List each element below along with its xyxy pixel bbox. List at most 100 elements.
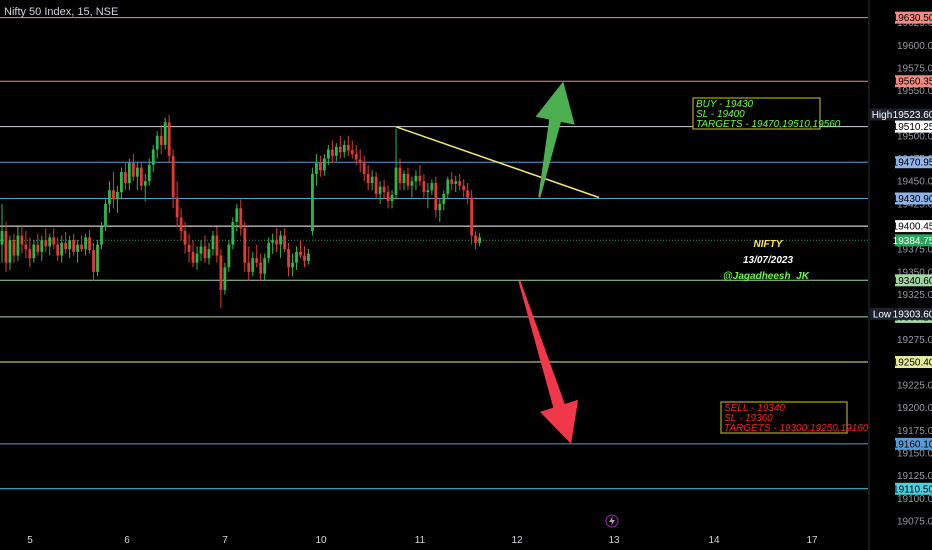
- level-price-label: 19110.50: [893, 484, 932, 495]
- annotation-title: NIFTY: [754, 239, 784, 250]
- candle-body: [434, 183, 438, 211]
- symbol-header: Nifty 50 Index, 15, NSE: [4, 6, 119, 18]
- candle-body: [346, 144, 350, 151]
- candle-body: [227, 244, 231, 268]
- candle-body: [155, 135, 159, 150]
- y-tick-label: 19575.00: [897, 63, 932, 74]
- candle-body: [96, 244, 99, 272]
- candle-body: [44, 240, 48, 247]
- low-price-box[interactable]: [895, 307, 932, 320]
- candle-body: [143, 181, 147, 186]
- y-tick-label: 19200.00: [897, 403, 932, 414]
- candle-body: [291, 262, 294, 268]
- level-price-box[interactable]: [895, 156, 932, 169]
- low-tag-label: Low: [873, 309, 892, 320]
- level-price-label: 19400.45: [893, 222, 932, 233]
- level-price-box[interactable]: [895, 482, 932, 495]
- time-axis[interactable]: 5 6 7 10 11 12 13 14 17: [27, 535, 818, 546]
- x-tick-label: 5: [27, 535, 33, 546]
- candle-body: [92, 250, 95, 272]
- high-tag-label: High: [872, 110, 893, 121]
- candle-body: [466, 190, 470, 198]
- candle-body: [474, 235, 478, 243]
- candle-body: [151, 149, 155, 165]
- level-price-box[interactable]: [895, 75, 932, 88]
- candle-body: [175, 197, 179, 218]
- candle-body: [271, 240, 275, 243]
- high-price-box[interactable]: [895, 108, 932, 121]
- level-price-label: 19340.60: [893, 276, 932, 287]
- flash-icon[interactable]: [605, 514, 619, 528]
- candle-body: [76, 244, 80, 252]
- x-tick-label: 13: [608, 535, 620, 546]
- candle-body: [462, 185, 466, 191]
- candle-body: [382, 186, 386, 193]
- candle-body: [163, 122, 167, 145]
- candles: [0, 115, 481, 309]
- candle-body: [307, 253, 310, 261]
- candle-body: [187, 244, 191, 252]
- level-price-box[interactable]: [895, 120, 932, 133]
- sell-arrow: [518, 280, 579, 444]
- price-axis[interactable]: 19075.00 19100.00 19125.00 19150.00 19175.00…: [868, 0, 932, 550]
- candle-body: [72, 240, 76, 252]
- candle-body: [326, 149, 330, 159]
- candle-body: [139, 167, 143, 186]
- current-price-box[interactable]: [895, 234, 932, 247]
- level-price-box[interactable]: [895, 356, 932, 369]
- candle-body: [426, 190, 430, 193]
- candle-body: [48, 237, 52, 247]
- level-price-label: 19510.25: [893, 122, 932, 133]
- buy-box-line: TARGETS - 19470,19510,19560: [696, 119, 841, 130]
- x-tick-label: 12: [511, 535, 523, 546]
- candle-body: [112, 190, 115, 200]
- candle-body: [231, 221, 235, 245]
- candle-body: [338, 146, 342, 153]
- level-price-box[interactable]: [895, 192, 932, 205]
- candle-body: [16, 235, 20, 256]
- candle-body: [108, 190, 111, 204]
- candle-body: [454, 181, 458, 184]
- candle-body: [12, 240, 16, 256]
- level-price-box[interactable]: [895, 437, 932, 450]
- candle-body: [52, 237, 56, 245]
- horizontal-levels: [0, 17, 868, 490]
- candle-body: [378, 186, 382, 194]
- candle-body: [315, 163, 318, 174]
- candle-body: [422, 181, 426, 193]
- candle-body: [334, 146, 338, 156]
- candle-body: [20, 235, 24, 245]
- candle-body: [247, 262, 251, 272]
- candle-body: [255, 258, 259, 263]
- candle-body: [299, 251, 302, 256]
- trendline: [395, 126, 600, 199]
- y-tick-label: 19175.00: [897, 426, 932, 437]
- candle-body: [402, 173, 406, 184]
- candle-body: [259, 262, 263, 274]
- candle-body: [442, 193, 446, 204]
- level-price-box[interactable]: [895, 220, 932, 233]
- level-price-box[interactable]: [895, 274, 932, 287]
- level-price-label: 19470.95: [893, 158, 932, 169]
- candle-body: [211, 235, 215, 250]
- level-price-box[interactable]: [895, 11, 932, 24]
- candle-body: [131, 163, 135, 177]
- candle-body: [135, 167, 139, 177]
- candle-body: [68, 240, 72, 250]
- candle-body: [32, 244, 36, 259]
- candle-body: [350, 150, 354, 155]
- candle-body: [330, 149, 334, 156]
- candle-body: [203, 246, 207, 259]
- candle-body: [283, 235, 286, 250]
- candle-body: [430, 183, 434, 191]
- y-tick-label: 19375.00: [897, 245, 932, 256]
- candle-body: [64, 242, 68, 250]
- candle-body: [414, 175, 418, 182]
- x-tick-label: 6: [124, 535, 130, 546]
- candle-body: [287, 249, 290, 268]
- arrows: [518, 81, 579, 444]
- x-tick-label: 7: [222, 535, 228, 546]
